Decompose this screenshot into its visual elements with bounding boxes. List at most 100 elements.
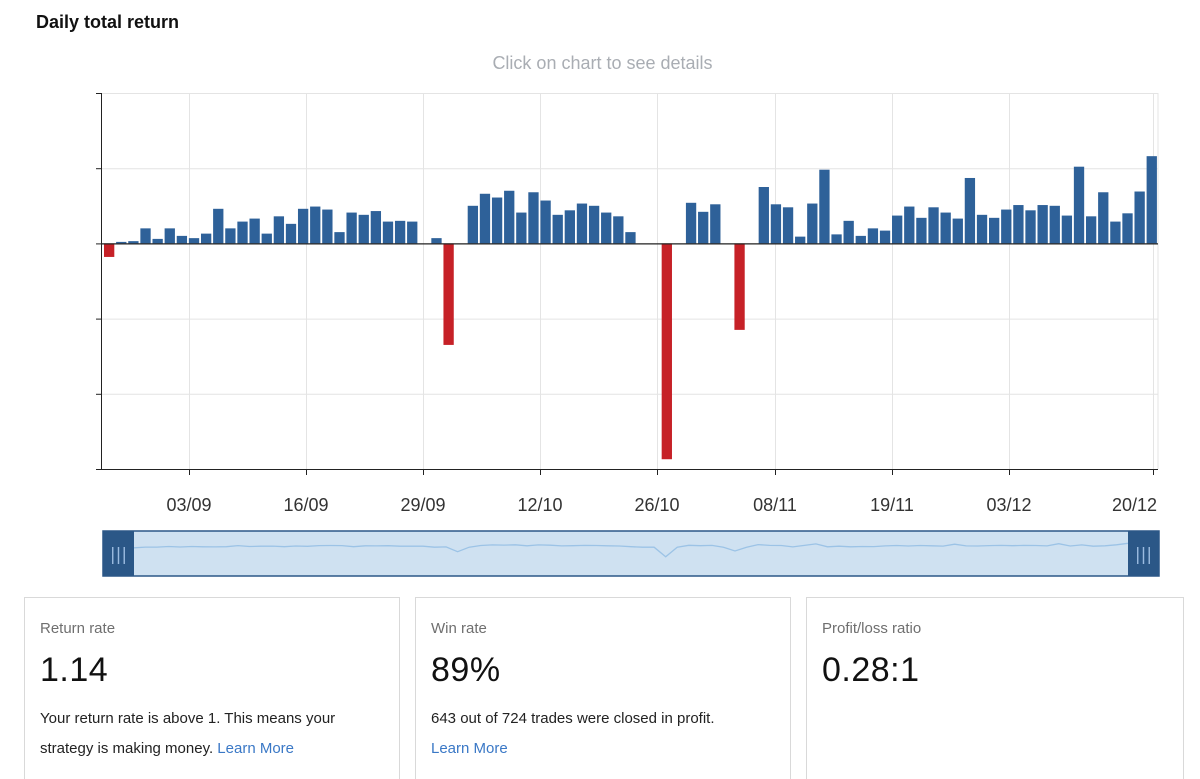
bar xyxy=(200,233,212,244)
bar xyxy=(952,218,963,244)
bar xyxy=(576,203,588,244)
bar xyxy=(552,214,563,244)
return-rate-value: 1.14 xyxy=(40,651,109,689)
bar xyxy=(297,208,309,244)
daily-return-chart[interactable]: 03/09 16/09 29/09 12/10 26/10 08/11 19/11 03/12… xyxy=(0,0,1200,590)
navigator-series-line xyxy=(133,542,1129,558)
bar xyxy=(1098,192,1109,244)
bar xyxy=(685,202,697,244)
x-tick-label: 03/12 xyxy=(986,495,1031,515)
bar xyxy=(770,204,782,244)
bar xyxy=(443,243,454,345)
bar xyxy=(116,241,127,244)
return-rate-learn-more-link[interactable]: Learn More xyxy=(217,740,295,757)
bar xyxy=(1061,215,1073,244)
bar xyxy=(867,228,879,244)
bar xyxy=(1146,156,1157,244)
bar xyxy=(140,228,151,244)
bar xyxy=(1110,221,1121,244)
bar xyxy=(989,217,1000,244)
bar xyxy=(819,169,830,244)
win-rate-label: Win rate xyxy=(431,620,487,637)
return-rate-description: Your return rate is above 1. This means … xyxy=(40,704,399,764)
bar xyxy=(1025,210,1036,244)
bar xyxy=(528,192,539,244)
win-rate-value: 89% xyxy=(431,651,501,689)
bar xyxy=(128,241,139,244)
x-tick-label: 08/11 xyxy=(753,495,797,515)
bar xyxy=(370,211,382,244)
bar xyxy=(928,207,939,244)
bar xyxy=(273,216,285,244)
profit-loss-card: Profit/loss ratio 0.28:1 xyxy=(806,597,1184,779)
bar xyxy=(613,216,624,244)
x-tick-label: 29/09 xyxy=(400,495,445,515)
x-tick-label: 12/10 xyxy=(517,495,562,515)
win-rate-text: 643 out of 724 trades were closed in pro… xyxy=(431,710,715,727)
bar xyxy=(1134,191,1145,244)
bar xyxy=(431,238,442,244)
bar xyxy=(491,197,503,244)
bar xyxy=(879,230,891,244)
bar xyxy=(358,214,369,244)
bar xyxy=(661,243,672,460)
bar xyxy=(698,211,709,244)
x-axis-labels: 03/09 16/09 29/09 12/10 26/10 08/11 19/11 03/12… xyxy=(166,495,1157,515)
x-tick-label: 03/09 xyxy=(166,495,211,515)
bar xyxy=(916,217,927,244)
bar xyxy=(892,215,903,244)
profit-loss-label: Profit/loss ratio xyxy=(822,620,922,637)
bar xyxy=(1073,166,1085,244)
bar xyxy=(976,214,988,244)
bar xyxy=(1122,213,1133,244)
bar xyxy=(734,243,745,330)
navigator-window xyxy=(102,530,1160,577)
bar xyxy=(322,209,333,244)
bar xyxy=(225,228,236,244)
chart-hint: Click on chart to see details xyxy=(492,53,713,73)
bar xyxy=(904,206,915,244)
bar xyxy=(382,221,394,244)
bar xyxy=(540,200,551,244)
x-tick-label: 26/10 xyxy=(634,495,679,515)
bar xyxy=(940,212,951,244)
return-rate-card: Return rate 1.14 Your return rate is abo… xyxy=(24,597,400,779)
x-tick-label: 20/12 xyxy=(1112,495,1157,515)
chart-bars[interactable] xyxy=(104,156,1157,460)
bar xyxy=(249,218,260,244)
bar xyxy=(964,177,976,244)
bar xyxy=(237,221,248,244)
bar xyxy=(285,223,297,244)
bar xyxy=(152,238,163,244)
bar xyxy=(758,187,769,244)
bar xyxy=(479,193,491,244)
bar xyxy=(407,221,418,244)
return-rate-text: Your return rate is above 1. This means … xyxy=(40,710,336,757)
navigator-handle-left[interactable] xyxy=(103,531,134,576)
bar xyxy=(346,212,357,244)
bar xyxy=(1001,209,1012,244)
x-tick-label: 19/11 xyxy=(870,495,914,515)
stats-cards: Return rate 1.14 Your return rate is abo… xyxy=(24,597,1184,779)
bar xyxy=(782,207,794,244)
bar xyxy=(504,190,515,244)
navigator-handle-right[interactable] xyxy=(1128,531,1159,576)
win-rate-learn-more-link[interactable]: Learn More xyxy=(431,740,508,757)
bar xyxy=(310,206,321,244)
profit-loss-value: 0.28:1 xyxy=(822,651,920,689)
win-rate-card: Win rate 89% 643 out of 724 trades were … xyxy=(415,597,791,779)
chart-title: Daily total return xyxy=(36,12,180,32)
bar xyxy=(164,228,175,244)
range-navigator[interactable]: ||| ||| xyxy=(102,530,1160,577)
bar xyxy=(467,205,479,244)
chart-axes xyxy=(96,93,1158,475)
bar xyxy=(1037,205,1048,244)
bar xyxy=(795,236,806,244)
bar xyxy=(104,243,115,257)
bar xyxy=(1085,216,1097,244)
bar xyxy=(710,204,721,244)
bar xyxy=(213,208,224,244)
bar xyxy=(564,210,575,244)
bar xyxy=(516,212,527,244)
navigator-handle-right-grip: ||| xyxy=(1135,545,1152,565)
